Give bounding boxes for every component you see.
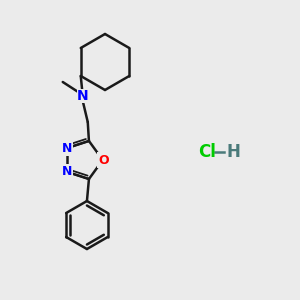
Text: H: H — [226, 143, 240, 161]
Text: O: O — [98, 154, 109, 166]
Text: N: N — [77, 89, 88, 103]
Text: N: N — [61, 165, 72, 178]
Text: N: N — [61, 142, 72, 155]
Text: Cl: Cl — [198, 143, 216, 161]
